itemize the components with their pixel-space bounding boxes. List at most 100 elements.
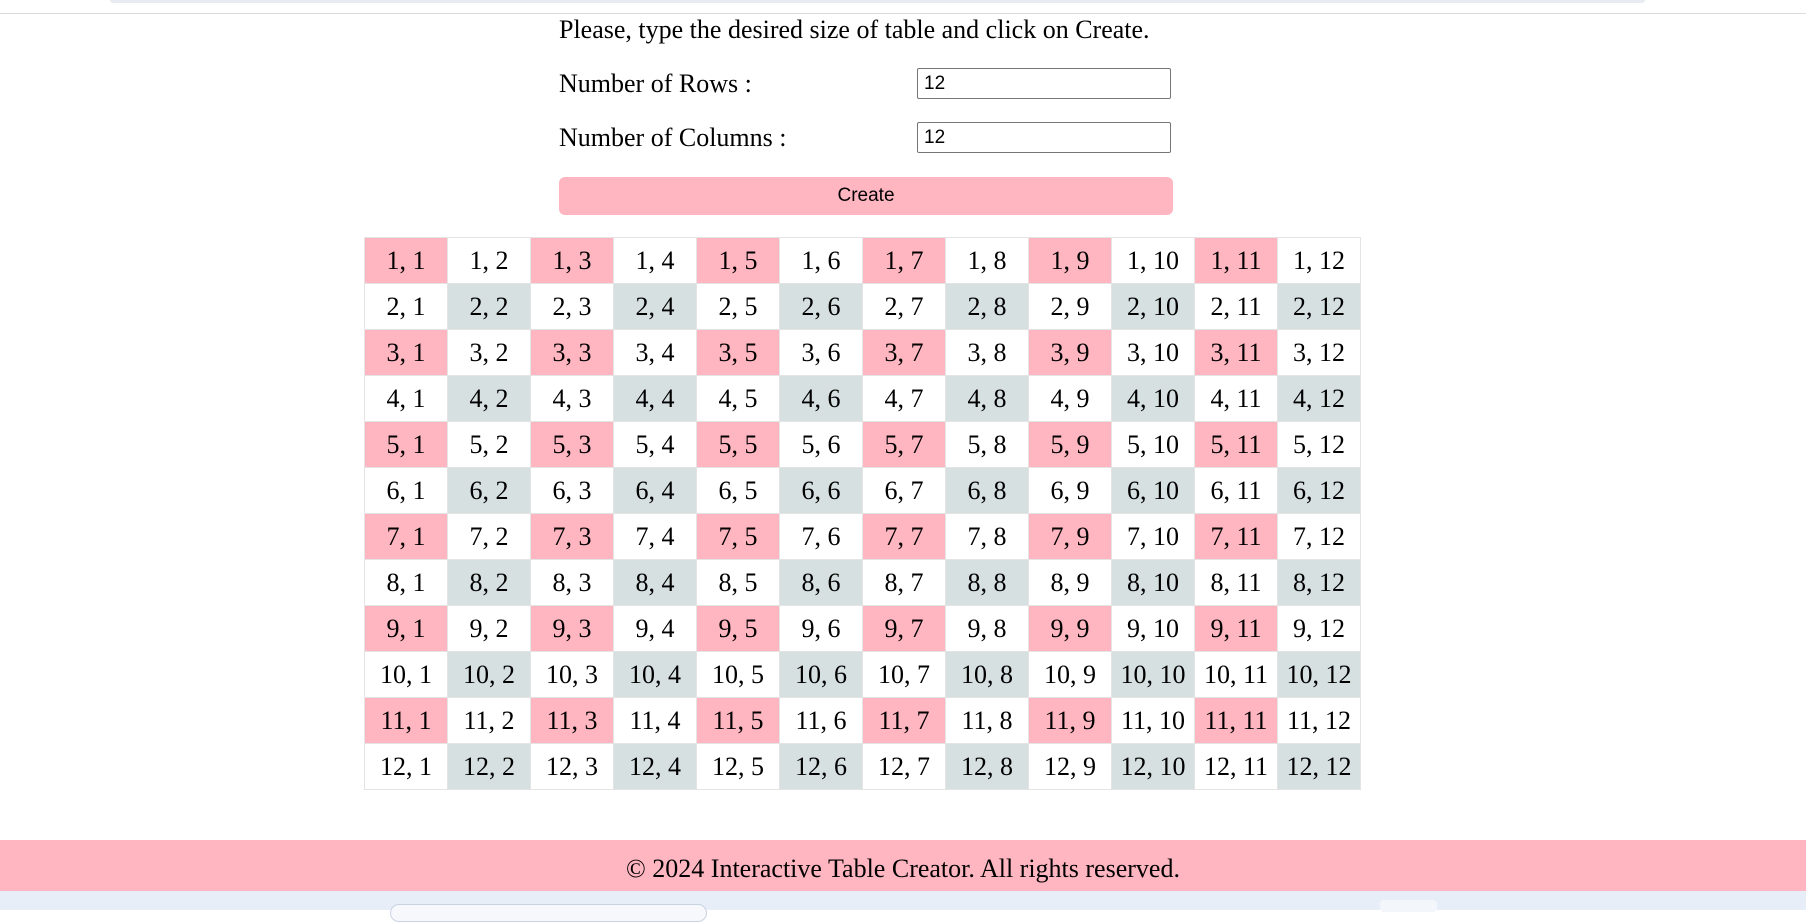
table-cell: 6, 8 <box>945 467 1029 514</box>
table-cell: 11, 8 <box>945 697 1029 744</box>
table-cell: 8, 11 <box>1194 559 1278 606</box>
table-row: 2, 1 2, 2 2, 3 2, 4 2, 5 2, 6 2, 7 2, 8 2, 9 2, 1… <box>364 283 1361 330</box>
columns-label: Number of Columns : <box>559 123 787 152</box>
taskbar-search-pill[interactable] <box>390 904 707 922</box>
table-cell: 7, 1 <box>364 513 448 560</box>
table-cell: 11, 5 <box>696 697 780 744</box>
table-cell: 6, 5 <box>696 467 780 514</box>
table-row: 8, 1 8, 2 8, 3 8, 4 8, 5 8, 6 8, 7 8, 8 8, 9 8, 1… <box>364 559 1361 606</box>
rows-input[interactable] <box>917 68 1171 99</box>
table-cell: 12, 4 <box>613 743 697 790</box>
table-cell: 4, 12 <box>1277 375 1361 422</box>
table-cell: 10, 2 <box>447 651 531 698</box>
table-cell: 3, 6 <box>779 329 863 376</box>
table-cell: 4, 6 <box>779 375 863 422</box>
table-cell: 11, 2 <box>447 697 531 744</box>
table-cell: 7, 10 <box>1111 513 1195 560</box>
table-cell: 3, 10 <box>1111 329 1195 376</box>
footer: © 2024 Interactive Table Creator. All ri… <box>0 840 1806 891</box>
footer-copyright: © 2024 Interactive Table Creator. All ri… <box>626 854 1180 883</box>
table-cell: 2, 6 <box>779 283 863 330</box>
table-cell: 8, 3 <box>530 559 614 606</box>
table-cell: 5, 3 <box>530 421 614 468</box>
table-cell: 10, 3 <box>530 651 614 698</box>
table-cell: 8, 12 <box>1277 559 1361 606</box>
table-cell: 9, 11 <box>1194 605 1278 652</box>
table-cell: 6, 12 <box>1277 467 1361 514</box>
table-cell: 5, 5 <box>696 421 780 468</box>
table-cell: 10, 11 <box>1194 651 1278 698</box>
table-cell: 11, 1 <box>364 697 448 744</box>
table-cell: 2, 1 <box>364 283 448 330</box>
taskbar-tray-icon[interactable] <box>1380 900 1437 912</box>
table-cell: 3, 12 <box>1277 329 1361 376</box>
table-cell: 8, 9 <box>1028 559 1112 606</box>
table-cell: 1, 5 <box>696 237 780 284</box>
table-cell: 5, 2 <box>447 421 531 468</box>
table-cell: 8, 8 <box>945 559 1029 606</box>
table-cell: 9, 9 <box>1028 605 1112 652</box>
generated-table: 1, 1 1, 2 1, 3 1, 4 1, 5 1, 6 1, 7 1, 8 1, 9 1, 1… <box>364 237 1361 790</box>
table-cell: 6, 10 <box>1111 467 1195 514</box>
table-cell: 3, 11 <box>1194 329 1278 376</box>
table-cell: 1, 3 <box>530 237 614 284</box>
table-cell: 2, 12 <box>1277 283 1361 330</box>
table-cell: 7, 2 <box>447 513 531 560</box>
table-cell: 9, 3 <box>530 605 614 652</box>
table-cell: 4, 5 <box>696 375 780 422</box>
table-cell: 10, 8 <box>945 651 1029 698</box>
table-cell: 4, 4 <box>613 375 697 422</box>
table-cell: 11, 4 <box>613 697 697 744</box>
table-cell: 3, 9 <box>1028 329 1112 376</box>
table-cell: 8, 6 <box>779 559 863 606</box>
table-cell: 1, 8 <box>945 237 1029 284</box>
table-cell: 5, 8 <box>945 421 1029 468</box>
table-cell: 9, 12 <box>1277 605 1361 652</box>
table-cell: 12, 5 <box>696 743 780 790</box>
browser-top-strip <box>0 0 1806 14</box>
rows-label: Number of Rows : <box>559 69 752 98</box>
table-cell: 3, 1 <box>364 329 448 376</box>
table-cell: 3, 7 <box>862 329 946 376</box>
table-cell: 10, 7 <box>862 651 946 698</box>
table-cell: 12, 10 <box>1111 743 1195 790</box>
table-cell: 5, 4 <box>613 421 697 468</box>
table-cell: 8, 10 <box>1111 559 1195 606</box>
table-cell: 1, 7 <box>862 237 946 284</box>
table-cell: 9, 6 <box>779 605 863 652</box>
table-cell: 11, 7 <box>862 697 946 744</box>
os-taskbar <box>0 891 1806 922</box>
table-cell: 9, 2 <box>447 605 531 652</box>
table-cell: 1, 2 <box>447 237 531 284</box>
table-cell: 11, 6 <box>779 697 863 744</box>
table-cell: 6, 9 <box>1028 467 1112 514</box>
table-cell: 1, 12 <box>1277 237 1361 284</box>
table-cell: 12, 2 <box>447 743 531 790</box>
table-cell: 8, 5 <box>696 559 780 606</box>
table-cell: 3, 8 <box>945 329 1029 376</box>
table-cell: 7, 9 <box>1028 513 1112 560</box>
table-row: 10, 1 10, 2 10, 3 10, 4 10, 5 10, 6 10, 7 10, 8… <box>364 651 1361 698</box>
table-cell: 9, 8 <box>945 605 1029 652</box>
columns-input[interactable] <box>917 122 1171 153</box>
table-row: 11, 1 11, 2 11, 3 11, 4 11, 5 11, 6 11, 7 11, 8… <box>364 697 1361 744</box>
table-cell: 7, 3 <box>530 513 614 560</box>
table-cell: 8, 4 <box>613 559 697 606</box>
table-cell: 9, 5 <box>696 605 780 652</box>
table-cell: 11, 12 <box>1277 697 1361 744</box>
table-cell: 8, 2 <box>447 559 531 606</box>
table-row: 5, 1 5, 2 5, 3 5, 4 5, 5 5, 6 5, 7 5, 8 5, 9 5, 1… <box>364 421 1361 468</box>
table-cell: 5, 11 <box>1194 421 1278 468</box>
table-cell: 3, 2 <box>447 329 531 376</box>
table-cell: 2, 8 <box>945 283 1029 330</box>
table-cell: 9, 1 <box>364 605 448 652</box>
table-cell: 5, 1 <box>364 421 448 468</box>
create-button[interactable]: Create <box>559 177 1173 215</box>
table-cell: 10, 9 <box>1028 651 1112 698</box>
table-cell: 6, 11 <box>1194 467 1278 514</box>
table-row: 7, 1 7, 2 7, 3 7, 4 7, 5 7, 6 7, 7 7, 8 7, 9 7, 1… <box>364 513 1361 560</box>
table-cell: 2, 4 <box>613 283 697 330</box>
table-cell: 8, 1 <box>364 559 448 606</box>
table-cell: 2, 11 <box>1194 283 1278 330</box>
table-cell: 7, 8 <box>945 513 1029 560</box>
